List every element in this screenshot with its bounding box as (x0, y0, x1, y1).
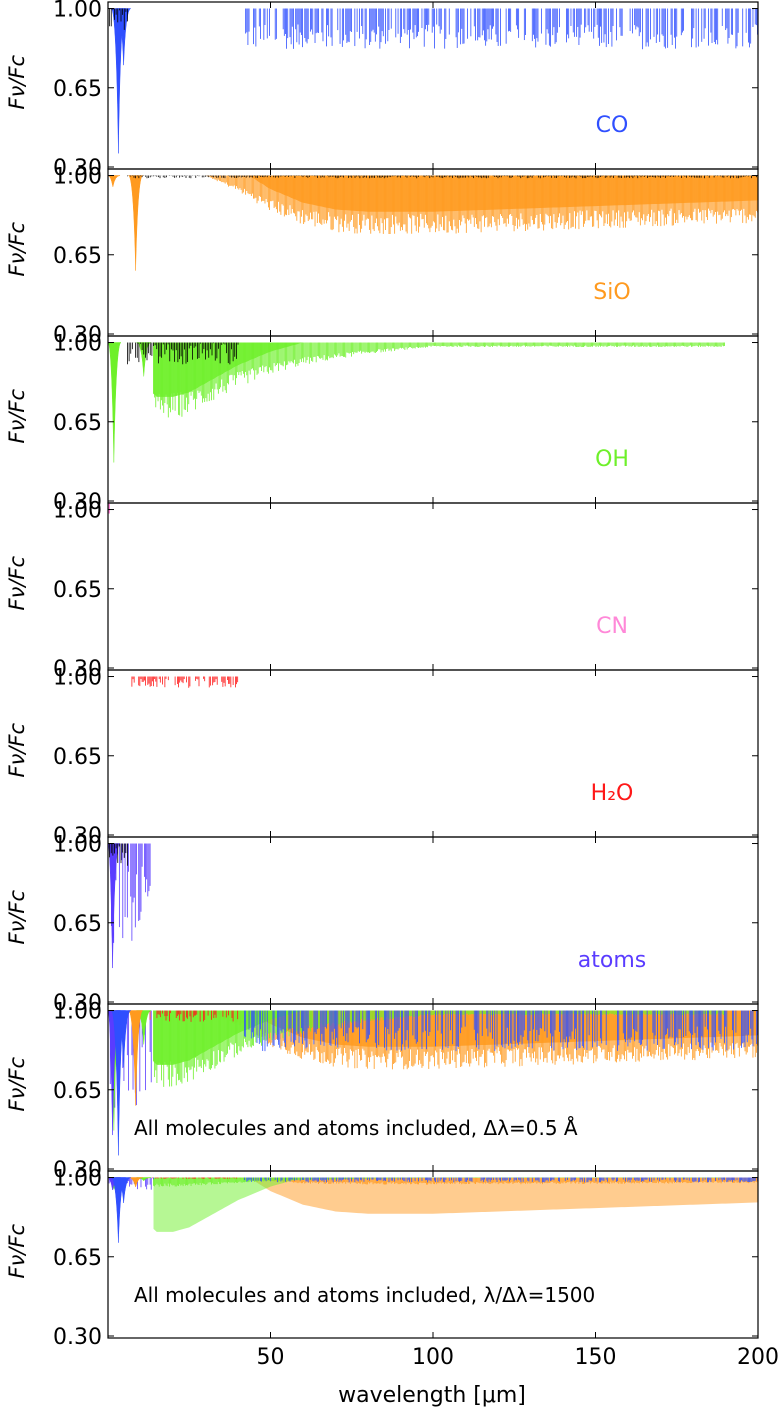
x-axis: 50 100 150 200 (257, 1345, 780, 1370)
panels: 0.300.651.00Fν/FcCO0.300.651.00Fν/FcSiO0… (5, 0, 759, 1350)
panel-co-frame (107, 1, 759, 170)
panel-sio-plot (108, 175, 758, 271)
panel-h2o: 0.30 0.65 1.00 Fν/Fc H₂O (5, 666, 759, 849)
panel-all-low-co-lines (244, 1177, 758, 1183)
panel-all-high-sio-feature-1 (128, 1010, 144, 1106)
y-axis-label: Fν/Fc (5, 1057, 29, 1112)
y-axis-label: Fν/Fc (5, 890, 29, 945)
panel-all-low-plot (108, 1177, 758, 1243)
y-tick-label: 0.65 (53, 77, 102, 102)
y-tick-label: 0.65 (53, 411, 102, 436)
panel-atoms-label: atoms (578, 948, 646, 973)
panel-h2o-label: H₂O (591, 781, 634, 806)
y-tick-label: 0.65 (53, 578, 102, 603)
y-tick-label: 1.00 (53, 0, 102, 23)
panel-h2o-lines (131, 676, 239, 688)
panel-all-high: 0.30 0.65 1.00 Fν/Fc All molecules and atoms… (5, 1000, 759, 1183)
y-tick-label: 0.65 (53, 745, 102, 770)
y-tick-label: 0.30 (53, 824, 102, 849)
panel-all-low: 0.30 0.65 1.00 Fν/Fc All molecules and atoms… (5, 1167, 759, 1350)
panel-h2o-plot (131, 676, 239, 688)
y-axis-label: Fν/Fc (5, 1224, 29, 1279)
panel-atoms-continuum-overlay (108, 843, 128, 866)
panel-sio: 0.30 0.65 1.00 Fν/Fc SiO (5, 165, 759, 348)
panel-sio-label: SiO (593, 280, 630, 305)
panel-co-feature-1 (116, 8, 131, 66)
panel-oh-feature-0 (108, 342, 122, 463)
y-tick-label: 0.30 (53, 1325, 102, 1350)
panel-all-low-label: All molecules and atoms included, λ/Δλ=1… (134, 1283, 595, 1307)
y-tick-label: 0.30 (53, 991, 102, 1016)
y-tick-label: 0.30 (53, 490, 102, 515)
panel-all-low-sio-feature-1 (128, 1177, 143, 1188)
panel-oh-lines-band (153, 342, 726, 397)
panel-sio-feature-0 (108, 175, 121, 187)
panel-all-low-oh-lines-band (153, 1177, 726, 1232)
y-tick-label: 0.65 (53, 1246, 102, 1271)
y-tick-label: 0.30 (53, 323, 102, 348)
y-axis-label: Fν/Fc (5, 389, 29, 444)
panel-oh-label: OH (595, 447, 629, 472)
panel-sio-lines-band (199, 175, 758, 212)
panel-all-high-plot (108, 1010, 758, 1156)
panel-all-high-co-feature-1 (116, 1010, 131, 1068)
panel-co-plot (108, 8, 758, 154)
y-tick-label: 0.30 (53, 1158, 102, 1183)
panel-all-low-sio-lines-band (199, 1177, 758, 1214)
panel-all-high-oh-lines-band (153, 1010, 726, 1065)
y-axis-label: Fν/Fc (5, 222, 29, 277)
y-axis-label: Fν/Fc (5, 55, 29, 110)
panel-oh-continuum-overlay (127, 342, 239, 365)
y-tick-label: 1.00 (53, 499, 102, 524)
y-tick-label: 0.30 (53, 156, 102, 181)
y-tick-label: 1.00 (53, 1000, 102, 1025)
x-axis-label: wavelength [μm] (338, 1383, 526, 1408)
y-tick-label: 0.65 (53, 912, 102, 937)
x-tick-label: 200 (737, 1345, 779, 1370)
panel-oh-feature-1 (136, 342, 151, 377)
panel-all-high-co-lines (244, 1010, 758, 1052)
x-tick-label: 150 (575, 1345, 617, 1370)
y-tick-label: 1.00 (53, 332, 102, 357)
panel-cn: 0.30 0.65 1.00 Fν/Fc CN (5, 499, 759, 682)
panel-cn-label: CN (596, 614, 628, 639)
panel-atoms: 0.30 0.65 1.00 Fν/Fc atoms (5, 833, 759, 1016)
y-tick-label: 0.65 (53, 244, 102, 269)
panel-sio-feature-1 (128, 175, 144, 271)
x-tick-label: 100 (412, 1345, 454, 1370)
panel-co-lines (245, 8, 758, 50)
panel-atoms-lines (111, 843, 151, 943)
x-tick-label: 50 (257, 1345, 285, 1370)
panel-atoms-frame (107, 836, 759, 1005)
panel-oh-plot (108, 342, 726, 463)
y-tick-label: 0.30 (53, 657, 102, 682)
y-tick-label: 0.65 (53, 1079, 102, 1104)
panel-all-low-co-feature-1 (116, 1177, 131, 1204)
panel-cn-frame (107, 502, 759, 671)
y-tick-label: 1.00 (53, 1167, 102, 1192)
panel-cn-feature (108, 503, 110, 514)
y-tick-label: 1.00 (53, 833, 102, 858)
y-axis-label: Fν/Fc (5, 723, 29, 778)
y-tick-label: 1.00 (53, 666, 102, 691)
y-axis-label: Fν/Fc (5, 556, 29, 611)
panel-cn-plot (108, 503, 110, 514)
panel-co: 0.30 0.65 1.00 Fν/Fc CO (5, 0, 759, 181)
panel-h2o-frame (107, 669, 759, 838)
panel-all-high-label: All molecules and atoms included, Δλ=0.5… (134, 1116, 578, 1140)
panel-atoms-plot (108, 843, 151, 969)
panel-co-label: CO (596, 113, 629, 138)
y-tick-label: 1.00 (53, 165, 102, 190)
panel-oh: 0.30 0.65 1.00 Fν/Fc OH (5, 332, 759, 515)
